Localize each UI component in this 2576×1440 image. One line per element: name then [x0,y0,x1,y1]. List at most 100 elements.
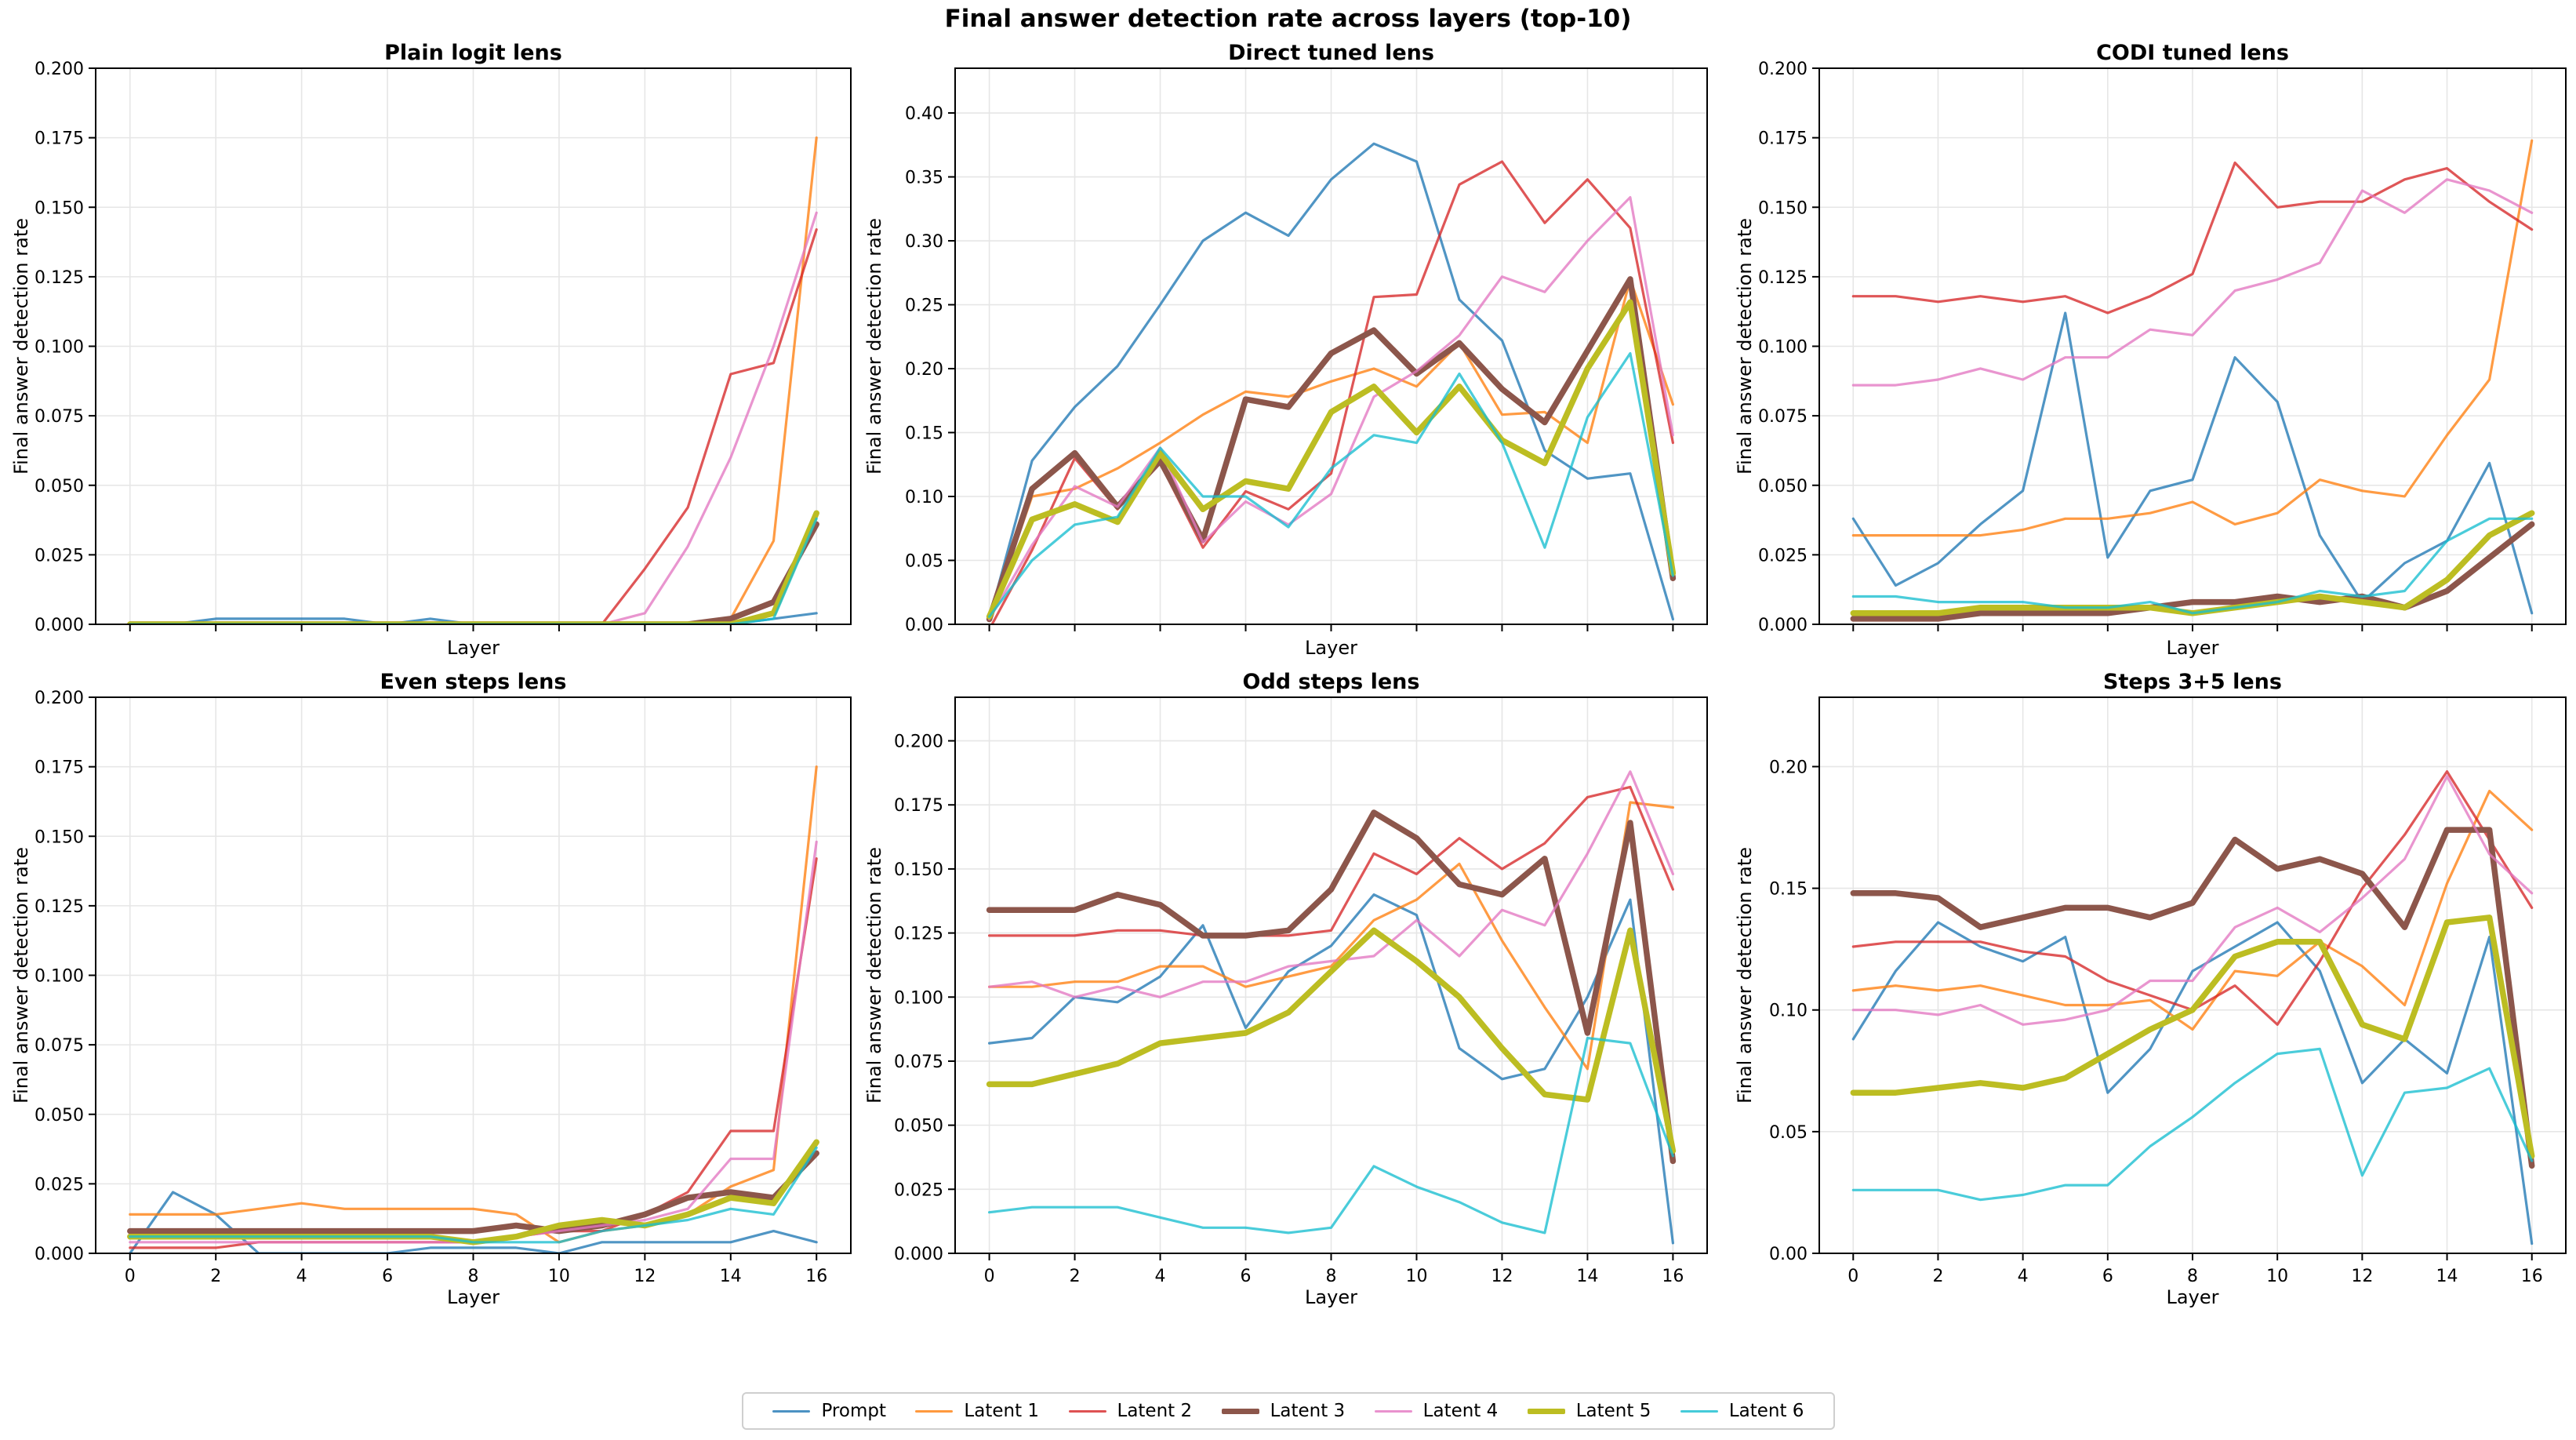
panel-2 [948,67,1708,631]
x-axis-label: Layer [2167,1286,2219,1308]
series-line-latent-5 [1850,915,2535,1159]
y-axis-label: Final answer detection rate [863,218,885,475]
x-tick-label: 10 [548,1267,570,1286]
y-tick-label: 0.075 [894,1053,943,1072]
x-tick-label: 0 [125,1267,136,1286]
y-tick-label: 0.050 [35,477,84,496]
x-tick-label: 6 [2102,1267,2113,1286]
y-tick-label: 0.100 [35,338,84,358]
legend-swatch [772,1409,811,1413]
legend-label: Latent 1 [964,1401,1040,1421]
y-tick-label: 0.150 [35,198,84,218]
x-tick-label: 0 [1848,1267,1858,1286]
y-tick-label: 0.175 [35,129,84,149]
x-tick-label: 14 [1576,1267,1598,1286]
panel-title: Plain logit lens [384,41,562,65]
y-tick-label: 0.150 [894,860,943,880]
legend-swatch [1527,1408,1565,1414]
x-tick-label: 4 [1155,1267,1166,1286]
y-tick-label: 0.30 [905,232,943,252]
series-line-latent-3 [1850,521,2535,622]
y-tick-label: 0.150 [35,827,84,847]
series-line-prompt [1851,921,2534,1245]
x-tick-label: 8 [1326,1267,1337,1286]
legend: Prompt Latent 1 Latent 2 Latent 3 Latent 4 La… [742,1392,1835,1430]
series-line-latent-3 [986,809,1677,1165]
legend-swatch [1068,1409,1106,1413]
x-axis-label: Layer [1305,637,1357,659]
y-tick-label: 0.050 [1758,477,1808,496]
y-tick-label: 0.075 [35,407,84,427]
series-line-latent-4 [987,196,1674,621]
y-axis-label: Final answer detection rate [1734,847,1756,1104]
y-tick-label: 0.200 [35,689,84,708]
series-line-latent-4 [1851,775,2534,1026]
panel-title: Odd steps lens [1243,670,1420,694]
panel-6 [1812,696,2567,1260]
legend-swatch [1221,1408,1259,1414]
x-axis-label: Layer [447,1286,500,1308]
legend-item: Latent 4 [1374,1401,1498,1421]
panel-title: CODI tuned lens [2096,41,2289,65]
legend-label: Latent 3 [1270,1401,1346,1421]
y-tick-label: 0.150 [1758,198,1808,218]
series-line-latent-5 [986,299,1677,620]
series-line-latent-2 [987,785,1674,937]
x-tick-label: 4 [2018,1267,2029,1286]
y-tick-label: 0.100 [894,988,943,1008]
series-line-latent-4 [987,770,1674,998]
series-line-latent-6 [987,351,1674,618]
legend-swatch [1374,1409,1412,1413]
series-line-latent-6 [129,1146,818,1244]
y-tick-label: 0.25 [905,296,943,316]
y-tick-label: 0.10 [905,488,943,507]
x-tick-label: 16 [805,1267,827,1286]
x-axis-label: Layer [447,637,500,659]
y-tick-label: 0.15 [1769,880,1808,900]
series-line-latent-4 [129,211,818,624]
legend-item: Latent 5 [1527,1401,1651,1421]
series-line-latent-4 [1851,178,2534,387]
panel-title: Even steps lens [380,670,567,694]
y-tick-label: 0.000 [35,616,84,635]
panel-3 [1812,67,2567,631]
panel-5 [948,696,1708,1260]
x-tick-label: 2 [1932,1267,1943,1286]
legend-item: Latent 6 [1680,1401,1804,1421]
y-tick-label: 0.075 [1758,407,1808,427]
y-tick-label: 0.125 [894,925,943,944]
x-tick-label: 0 [984,1267,995,1286]
y-axis-label: Final answer detection rate [10,218,32,475]
legend-item: Latent 3 [1221,1401,1346,1421]
x-tick-label: 8 [468,1267,479,1286]
series-line-latent-6 [1851,517,2534,615]
y-tick-label: 0.175 [35,758,84,778]
y-tick-label: 0.20 [905,360,943,380]
y-tick-label: 0.025 [35,1175,84,1195]
y-tick-label: 0.050 [35,1106,84,1125]
y-tick-label: 0.025 [1758,546,1808,565]
figure-canvas: 0.0000.0250.0500.0750.1000.1250.1500.175… [10,41,2567,1308]
legend-swatch [915,1409,954,1413]
x-tick-label: 10 [1405,1267,1427,1286]
series-line-latent-1 [987,801,1674,1071]
series-line-prompt [129,1191,818,1253]
y-axis-label: Final answer detection rate [863,847,885,1104]
x-tick-label: 4 [296,1267,307,1286]
x-tick-label: 12 [1491,1267,1513,1286]
panel-4 [89,696,852,1260]
legend-item: Latent 1 [915,1401,1039,1421]
y-tick-label: 0.125 [35,268,84,288]
series-line-latent-6 [987,1036,1674,1235]
x-tick-label: 6 [1241,1267,1252,1286]
series-line-latent-3 [1850,827,2535,1169]
series-line-latent-1 [987,278,1674,621]
x-tick-label: 12 [2351,1267,2373,1286]
legend-label: Latent 6 [1728,1401,1804,1421]
x-tick-label: 16 [1662,1267,1684,1286]
y-tick-label: 0.35 [905,169,943,188]
y-tick-label: 0.000 [1758,616,1808,635]
y-tick-label: 0.075 [35,1036,84,1056]
series-line-prompt [987,142,1674,621]
y-axis-label: Final answer detection rate [1734,218,1756,475]
